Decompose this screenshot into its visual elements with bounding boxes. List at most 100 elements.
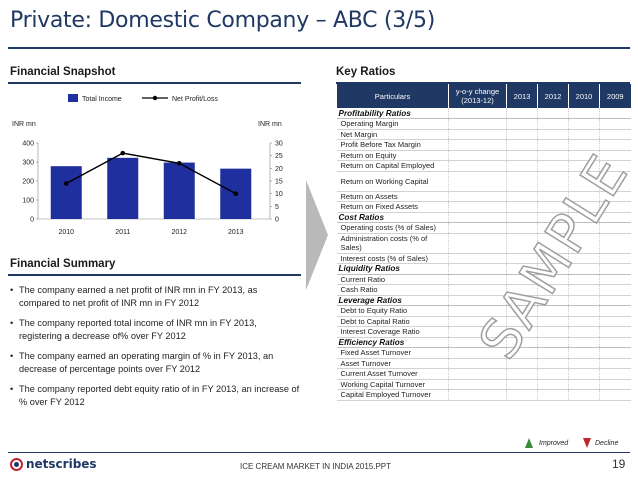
ratio-category-label: Cost Ratios [336, 212, 449, 223]
ratio-value-cell [568, 129, 600, 140]
ratio-value-cell [448, 316, 507, 327]
ratio-value-cell [599, 129, 631, 140]
ratio-value-cell [448, 274, 507, 285]
chevron-right-icon [306, 180, 328, 290]
title-divider [8, 47, 630, 49]
table-header-row: Particulars y-o-y change (2013-12) 2013 … [336, 84, 631, 108]
table-row: Interest Coverage Ratio [336, 326, 631, 338]
ratio-value-cell [448, 358, 507, 369]
ratio-value-cell [448, 295, 507, 306]
legend-label-total-income: Total Income [82, 96, 122, 103]
table-row: Fixed Asset Turnover [336, 347, 631, 359]
ratio-value-cell [599, 295, 631, 306]
ratio-value-cell [568, 150, 600, 161]
ratio-value-cell [599, 274, 631, 285]
ratio-value-cell [506, 233, 538, 254]
ratio-value-cell [537, 171, 569, 192]
ratio-value-cell [506, 347, 538, 359]
ratio-category-label: Efficiency Ratios [336, 337, 449, 348]
ratio-value-cell [599, 150, 631, 161]
ratio-category-row: Profitability Ratios [336, 108, 631, 119]
ratio-value-cell [599, 118, 631, 130]
table-row: Operating costs (% of Sales) [336, 222, 631, 234]
table-row: Return on Assets [336, 191, 631, 202]
ratio-label: Working Capital Turnover [336, 379, 449, 390]
ratio-label: Return on Assets [336, 191, 449, 202]
header-2013: 2013 [506, 84, 538, 108]
ratio-label: Profit Before Tax Margin [336, 139, 449, 151]
financial-summary-list: The company earned a net profit of INR m… [10, 284, 300, 416]
bar-total-income-2012 [163, 162, 195, 219]
improved-arrow-icon [525, 438, 533, 448]
ratio-value-cell [448, 212, 507, 223]
table-row: Debt to Capital Ratio [336, 316, 631, 327]
ratio-value-cell [599, 263, 631, 275]
ratio-value-cell [537, 150, 569, 161]
ratio-label: Administration costs (% of Sales) [336, 233, 449, 254]
y-tick-label: 300 [22, 160, 34, 167]
ratio-value-cell [537, 139, 569, 151]
ratio-value-cell [506, 253, 538, 264]
ratio-value-cell [568, 326, 600, 338]
ratio-value-cell [568, 139, 600, 151]
ratio-value-cell [506, 358, 538, 369]
y-tick-label: 0 [30, 217, 34, 224]
table-row: Return on Working Capital [336, 171, 631, 192]
key-ratios-table: Particulars y-o-y change (2013-12) 2013 … [336, 84, 631, 401]
ratio-label: Interest costs (% of Sales) [336, 253, 449, 264]
ratio-value-cell [506, 118, 538, 130]
ratio-value-cell [506, 171, 538, 192]
ratio-category-label: Liquidity Ratios [336, 263, 449, 275]
bar-total-income-2011 [107, 157, 139, 219]
x-tick-label: 2013 [228, 229, 244, 236]
ratio-value-cell [448, 337, 507, 348]
ratio-value-cell [599, 222, 631, 234]
ratios-divider [336, 82, 630, 84]
point-net-profit-2011 [120, 150, 126, 156]
ratio-value-cell [599, 139, 631, 151]
ratio-value-cell [537, 201, 569, 213]
y-tick-label: 200 [22, 179, 34, 186]
ratio-value-cell [506, 305, 538, 317]
table-row: Current Ratio [336, 274, 631, 285]
ratio-value-cell [537, 326, 569, 338]
ratio-value-cell [599, 191, 631, 202]
ratio-value-cell [506, 201, 538, 213]
ratio-value-cell [599, 160, 631, 172]
y2-tick-label: 5 [275, 204, 279, 211]
ratio-value-cell [448, 389, 507, 401]
ratio-value-cell [537, 129, 569, 140]
y-tick-label: 100 [22, 198, 34, 205]
y2-tick-label: 0 [275, 217, 279, 224]
ratio-label: Net Margin [336, 129, 449, 140]
ratio-value-cell [506, 191, 538, 202]
netscribes-logo: netscribes [10, 457, 97, 471]
ratio-value-cell [537, 295, 569, 306]
ratio-label: Fixed Asset Turnover [336, 347, 449, 359]
y2-tick-label: 10 [275, 191, 283, 198]
ratio-value-cell [506, 337, 538, 348]
ratio-value-cell [537, 305, 569, 317]
ratio-value-cell [599, 389, 631, 401]
ratio-label: Debt to Capital Ratio [336, 316, 449, 327]
ratio-value-cell [448, 253, 507, 264]
y2-tick-label: 20 [275, 166, 283, 173]
ratio-value-cell [599, 379, 631, 390]
ratio-value-cell [506, 263, 538, 275]
ratio-value-cell [537, 212, 569, 223]
ratio-category-row: Liquidity Ratios [336, 263, 631, 275]
ratio-label: Cash Ratio [336, 284, 449, 296]
ratio-value-cell [568, 118, 600, 130]
footer-document-name: ICE CREAM MARKET IN INDIA 2015.PPT [240, 462, 392, 471]
ratio-value-cell [599, 337, 631, 348]
ratio-value-cell [568, 212, 600, 223]
table-row: Return on Equity [336, 150, 631, 161]
improved-label: Improved [539, 440, 569, 447]
ratio-value-cell [506, 379, 538, 390]
ratio-label: Interest Coverage Ratio [336, 326, 449, 338]
ratio-value-cell [448, 191, 507, 202]
ratio-value-cell [568, 191, 600, 202]
ratio-value-cell [537, 337, 569, 348]
table-row: Return on Fixed Assets [336, 201, 631, 213]
ratio-value-cell [448, 263, 507, 275]
